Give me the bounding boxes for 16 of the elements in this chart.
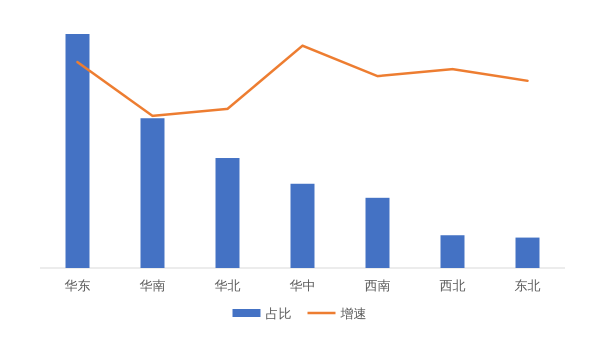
x-tick-label: 华中: [290, 279, 316, 294]
x-tick-label: 华北: [214, 279, 240, 294]
bar: [516, 238, 540, 268]
legend-label: 增速: [340, 307, 366, 322]
x-tick-label: 西南: [364, 279, 390, 294]
bar: [440, 235, 464, 268]
bar: [140, 118, 164, 268]
x-tick-label: 东北: [514, 279, 540, 294]
bar: [290, 184, 314, 268]
bar: [66, 34, 90, 268]
bar: [216, 158, 240, 268]
x-tick-label: 华南: [140, 279, 166, 294]
bar: [366, 198, 390, 268]
x-tick-label: 西北: [440, 279, 466, 294]
x-tick-label: 华东: [64, 279, 90, 294]
legend-label: 占比: [266, 307, 292, 322]
